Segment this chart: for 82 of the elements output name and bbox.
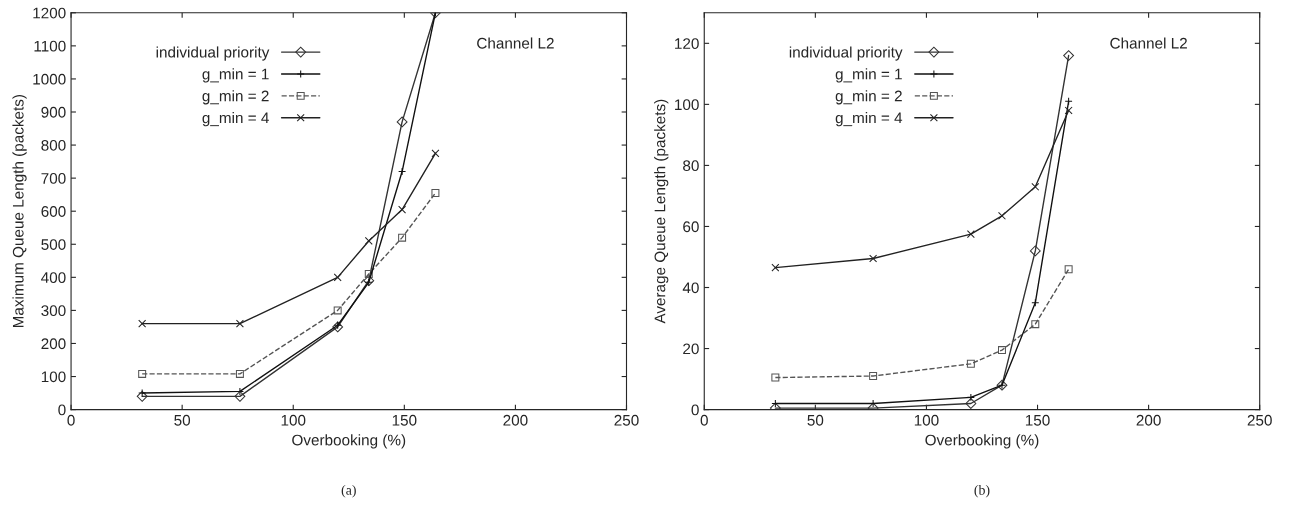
- point: [997, 346, 1006, 355]
- y-tick-label: 80: [683, 160, 699, 172]
- y-tick-label: 1000: [33, 73, 66, 85]
- y-tick-label: 1100: [34, 40, 66, 52]
- y-tick-label: 40: [682, 282, 699, 294]
- point: [431, 189, 440, 198]
- legend-label: g_min = 4: [835, 112, 903, 127]
- point: [1029, 245, 1041, 257]
- point: [1063, 50, 1075, 61]
- point: [997, 211, 1006, 220]
- y-axis-title: Average Queue Length (packets): [654, 99, 669, 324]
- x-tick-label: 50: [174, 414, 191, 426]
- text: (b): [974, 484, 990, 498]
- text: (a): [341, 484, 356, 498]
- point: [138, 319, 147, 328]
- point: [771, 373, 780, 382]
- point: [1031, 320, 1040, 329]
- point: [1031, 182, 1040, 191]
- y-tick-label: 600: [41, 206, 66, 217]
- point: [1064, 97, 1073, 106]
- x-tick-label: 250: [614, 414, 639, 426]
- point: [771, 263, 780, 272]
- point: [1064, 106, 1073, 115]
- x-tick-label: 200: [503, 414, 528, 426]
- legend-label: g_min = 1: [835, 68, 902, 83]
- y-tick-label: 800: [41, 139, 66, 151]
- point: [333, 306, 342, 315]
- point: [364, 270, 373, 279]
- annotation: Channel L2: [1110, 37, 1187, 49]
- x-axis-title: Overbooking (%): [292, 434, 406, 449]
- point: [869, 254, 878, 263]
- y-tick-label: 700: [41, 173, 66, 184]
- x-tick-label: 50: [807, 414, 824, 426]
- y-tick-label: 0: [58, 404, 66, 416]
- point: [965, 398, 977, 409]
- x-tick-label: 100: [281, 414, 306, 426]
- legend-label: g_min = 2: [202, 90, 269, 105]
- point: [1064, 265, 1073, 274]
- annotation: Channel L2: [477, 37, 554, 49]
- legend-label: individual priority: [156, 46, 270, 61]
- point: [869, 372, 878, 381]
- y-tick-label: 120: [675, 38, 699, 50]
- x-axis-title: Overbooking (%): [925, 434, 1039, 449]
- legend-label: g_min = 4: [202, 112, 269, 127]
- y-tick-label: 500: [41, 239, 66, 250]
- point: [333, 273, 342, 282]
- x-tick-label: 100: [914, 414, 939, 426]
- legend-label: g_min = 2: [835, 90, 902, 105]
- x-tick-label: 150: [392, 414, 417, 426]
- point: [966, 393, 975, 402]
- y-tick-label: 400: [41, 272, 66, 284]
- y-tick-label: 300: [41, 305, 66, 317]
- y-tick-label: 20: [683, 343, 699, 355]
- y-tick-label: 100: [41, 371, 66, 383]
- y-axis-title: Maximum Queue Length (packets): [12, 94, 27, 328]
- x-tick-label: 250: [1247, 414, 1272, 426]
- point: [235, 319, 244, 328]
- legend-label: g_min = 1: [202, 68, 269, 83]
- point: [431, 149, 440, 158]
- x-tick-label: 0: [67, 414, 75, 426]
- point: [364, 236, 373, 245]
- x-tick-label: 0: [700, 414, 708, 426]
- legend-label: individual priority: [789, 46, 903, 61]
- point: [398, 233, 407, 242]
- y-tick-label: 200: [41, 338, 66, 350]
- y-tick-label: 0: [691, 404, 699, 416]
- point: [235, 369, 244, 378]
- point: [966, 359, 975, 368]
- y-tick-label: 1200: [33, 7, 66, 19]
- y-tick-label: 60: [683, 221, 699, 233]
- x-tick-label: 200: [1136, 414, 1161, 426]
- y-tick-label: 100: [675, 99, 699, 111]
- point: [138, 389, 147, 398]
- point: [136, 390, 148, 402]
- point: [396, 116, 408, 128]
- y-tick-label: 900: [41, 106, 66, 118]
- point: [966, 230, 975, 239]
- x-tick-label: 150: [1025, 414, 1050, 426]
- point: [398, 167, 407, 176]
- point: [138, 369, 147, 378]
- point: [398, 205, 407, 214]
- point: [1031, 298, 1040, 307]
